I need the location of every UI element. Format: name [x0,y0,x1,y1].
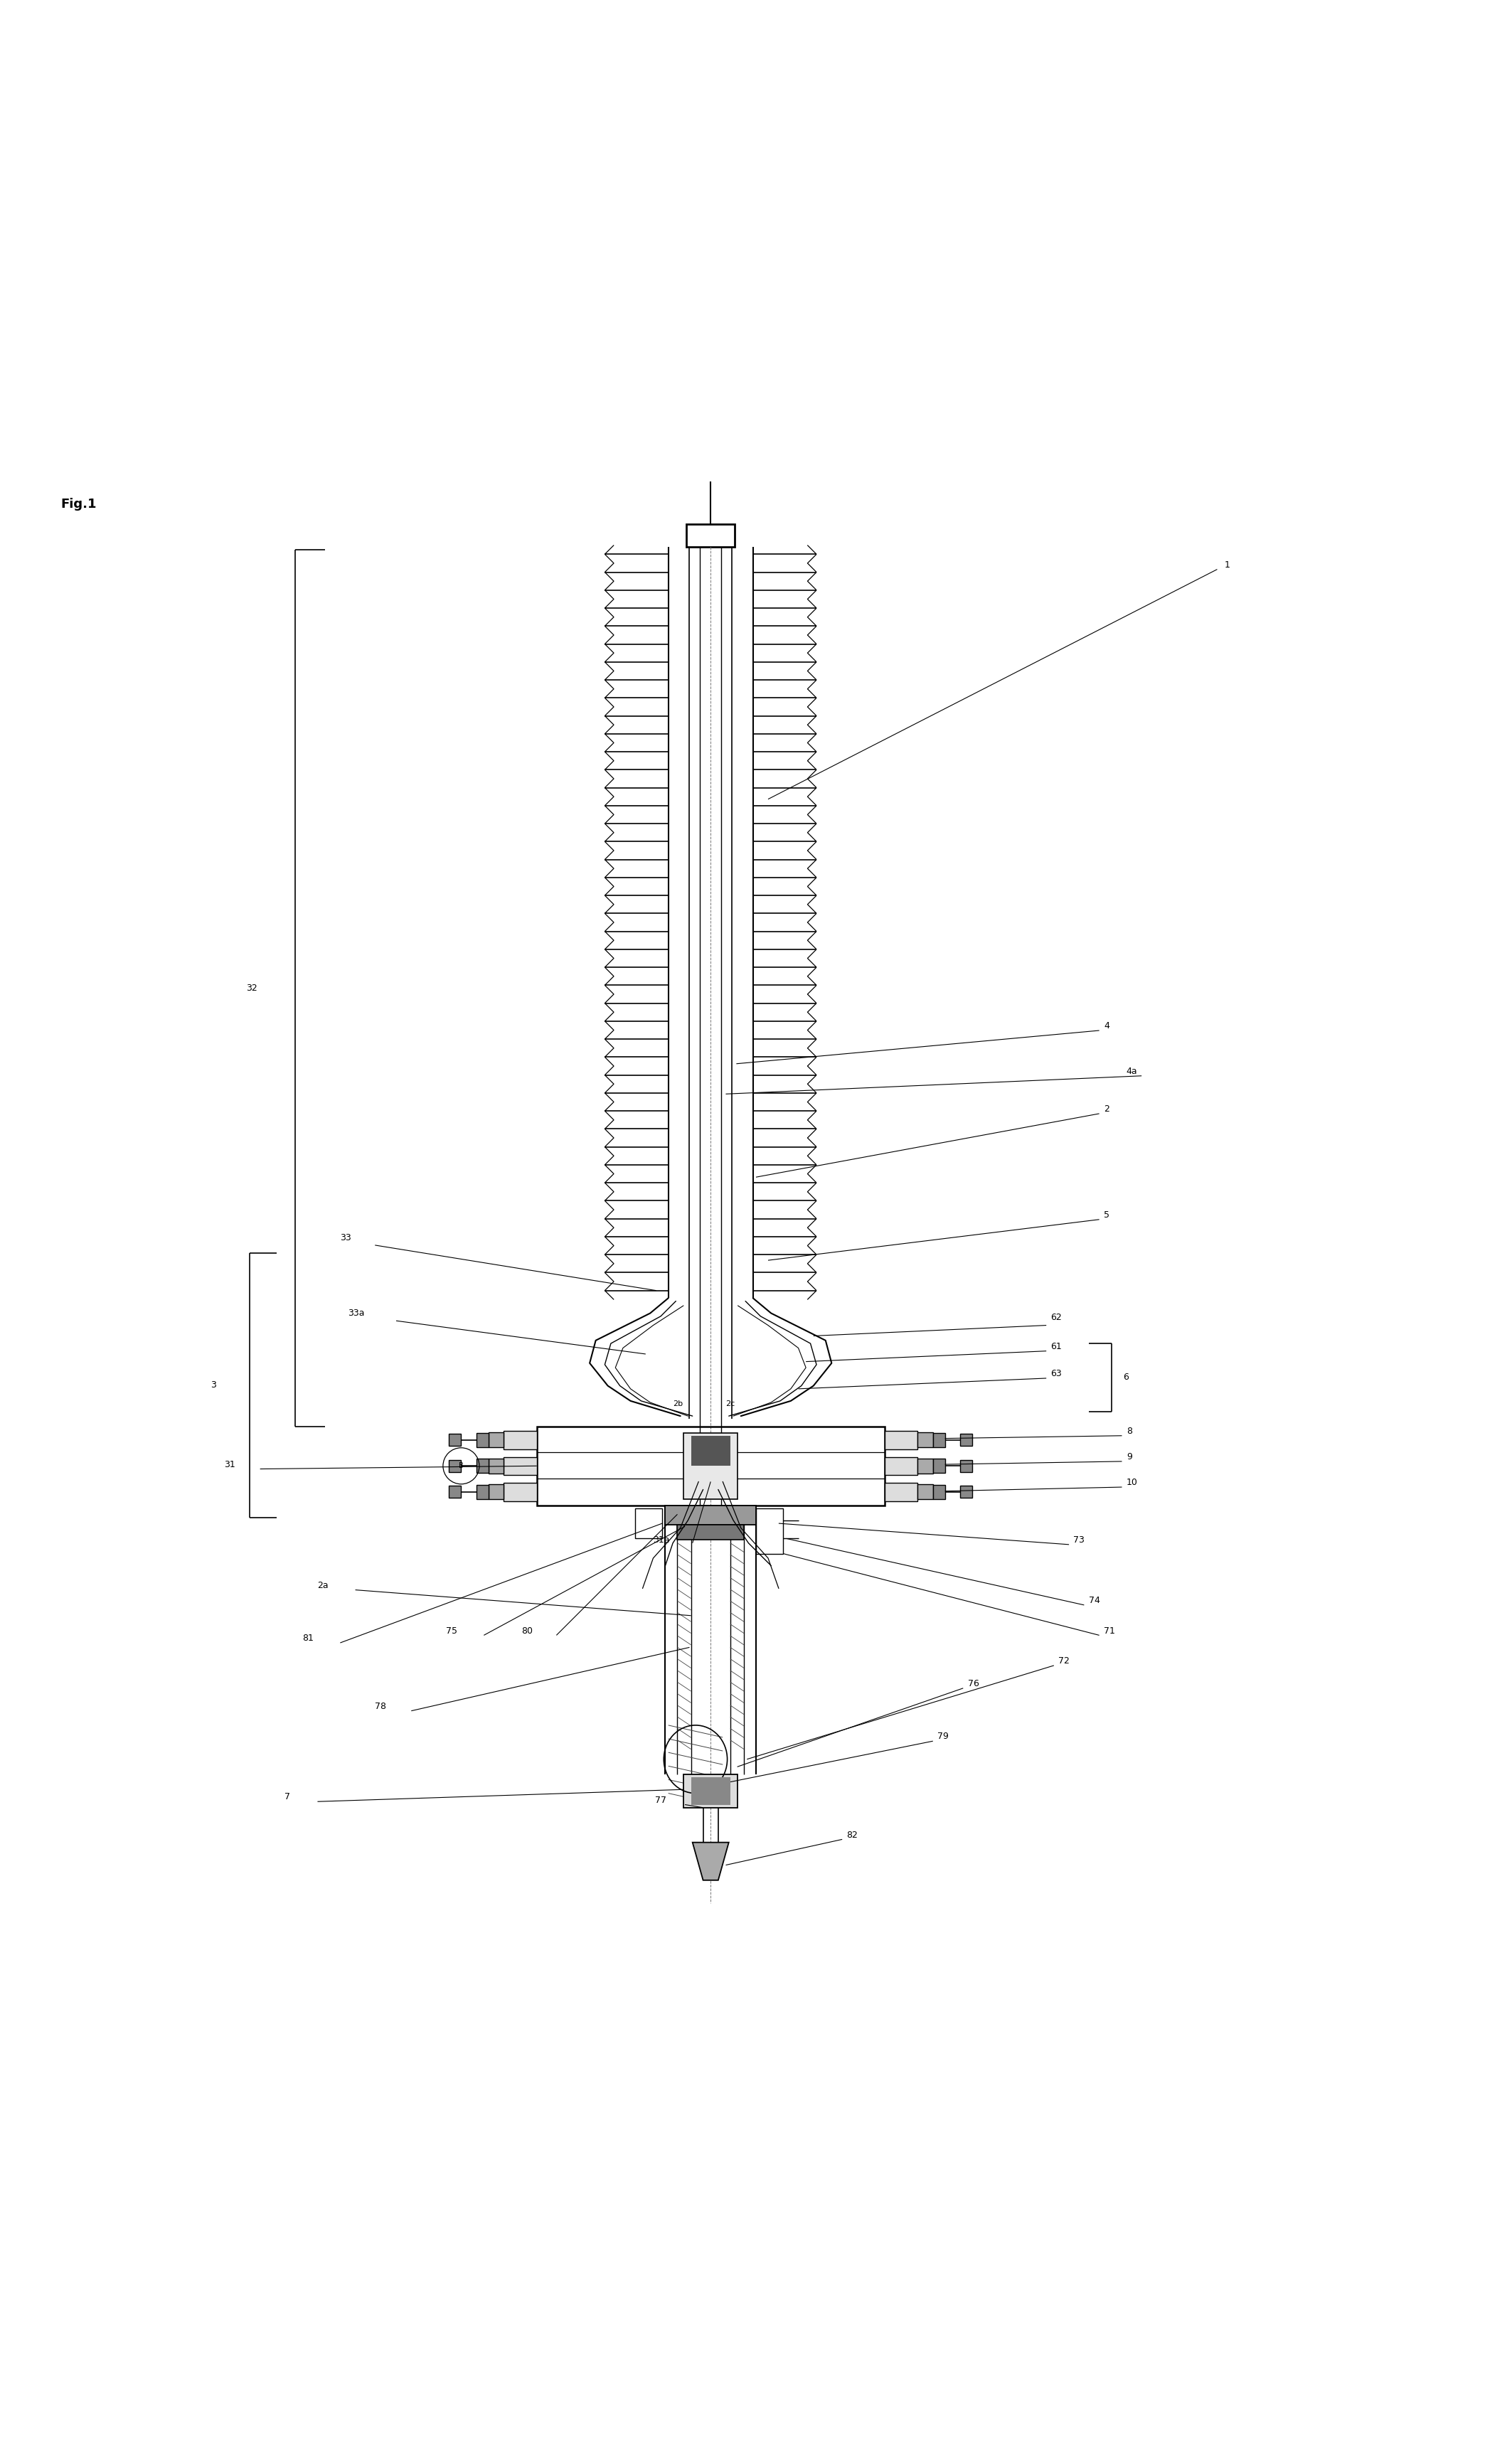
Text: Fig.1: Fig.1 [60,499,97,511]
Bar [476,1460,488,1474]
Polygon shape [692,1844,729,1880]
Text: 75: 75 [446,1626,458,1636]
Bar [449,1433,461,1445]
Text: B: B [458,1462,464,1469]
Text: 72: 72 [1058,1655,1069,1665]
Text: 71: 71 [1104,1626,1114,1636]
Text: 33a: 33a [348,1308,364,1318]
Bar [691,1435,730,1467]
Text: 80: 80 [522,1626,534,1636]
Bar [488,1484,503,1499]
Bar [537,1425,885,1506]
Text: 62: 62 [1051,1313,1061,1323]
Bar [488,1457,503,1474]
Bar [691,1778,730,1804]
Text: 76: 76 [968,1680,978,1687]
Text: 78: 78 [375,1702,387,1712]
Bar [933,1460,945,1474]
Bar [503,1457,537,1474]
Bar [635,1509,662,1538]
Text: 31: 31 [224,1460,234,1469]
Text: 4a: 4a [1126,1066,1137,1076]
Text: 2: 2 [1104,1105,1110,1115]
Text: 73: 73 [1074,1535,1084,1545]
Bar [488,1433,503,1447]
Bar [885,1457,918,1474]
Bar [503,1430,537,1450]
Text: 33: 33 [340,1232,351,1242]
Text: 10: 10 [1126,1477,1137,1487]
Text: 2b: 2b [673,1401,683,1408]
Bar [960,1487,972,1499]
Bar [503,1482,537,1501]
Text: 2a: 2a [318,1582,328,1589]
Text: 9: 9 [1126,1452,1132,1462]
Text: 7: 7 [284,1792,290,1802]
Bar [918,1457,933,1474]
Bar [683,1433,738,1499]
Bar [918,1433,933,1447]
Text: 5: 5 [1104,1210,1110,1220]
Bar [933,1484,945,1499]
Bar [476,1433,488,1447]
Text: 63: 63 [1051,1369,1061,1379]
Bar [960,1460,972,1472]
Text: 31a: 31a [653,1535,670,1545]
Text: 61: 61 [1051,1342,1061,1352]
Text: 4: 4 [1104,1022,1110,1032]
Bar [677,1526,744,1540]
Bar [449,1460,461,1472]
Text: 82: 82 [847,1831,857,1839]
Bar [756,1509,783,1553]
Text: 81: 81 [302,1633,313,1643]
Bar [683,1775,738,1807]
Text: 32: 32 [246,983,257,993]
Text: 8: 8 [1126,1425,1132,1435]
Text: 3: 3 [210,1381,216,1389]
Text: 2c: 2c [726,1401,735,1408]
Text: 1: 1 [1225,560,1231,570]
Bar [885,1430,918,1450]
Text: 77: 77 [655,1795,667,1804]
Bar [960,1433,972,1445]
Bar [665,1506,756,1526]
Bar [449,1487,461,1499]
Bar [686,523,735,548]
Bar [918,1484,933,1499]
Text: 6: 6 [1123,1372,1129,1381]
Text: 79: 79 [937,1731,948,1741]
Bar [885,1482,918,1501]
Bar [933,1433,945,1447]
Text: 74: 74 [1089,1597,1099,1604]
Bar [476,1484,488,1499]
